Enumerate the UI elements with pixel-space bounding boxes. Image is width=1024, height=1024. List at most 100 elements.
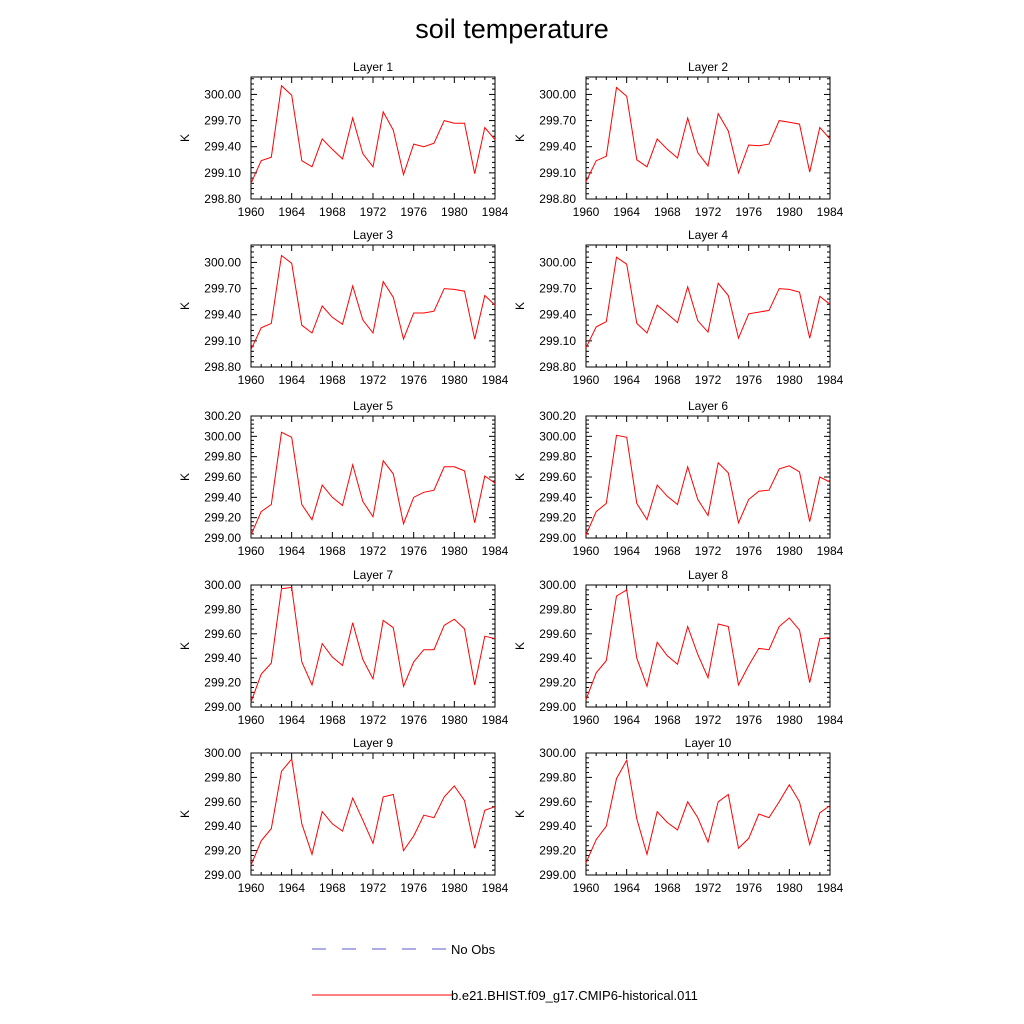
series-line bbox=[250, 84, 496, 184]
y-tick-label: 299.70 bbox=[539, 282, 576, 296]
x-tick-label: 1964 bbox=[613, 544, 640, 558]
y-axis-label: K bbox=[513, 810, 527, 818]
y-tick-label: 299.80 bbox=[539, 450, 576, 464]
y-tick-label: 300.00 bbox=[204, 429, 241, 443]
y-tick-label: 299.10 bbox=[204, 334, 241, 348]
y-tick-label: 298.80 bbox=[204, 360, 241, 374]
x-tick-label: 1984 bbox=[482, 205, 509, 219]
x-tick-label: 1960 bbox=[238, 881, 265, 895]
x-tick-label: 1968 bbox=[654, 713, 681, 727]
x-tick-label: 1972 bbox=[360, 373, 387, 387]
panel-title: Layer 8 bbox=[688, 568, 728, 582]
series-line bbox=[250, 431, 496, 536]
panel-title: Layer 7 bbox=[353, 568, 393, 582]
plot-frame bbox=[585, 415, 831, 539]
y-tick-label: 299.80 bbox=[539, 602, 576, 616]
x-tick-label: 1980 bbox=[776, 713, 803, 727]
y-axis-label: K bbox=[513, 134, 527, 142]
plot-frame bbox=[585, 584, 831, 708]
x-tick-label: 1968 bbox=[319, 373, 346, 387]
plot-frame bbox=[250, 752, 496, 876]
y-tick-label: 299.40 bbox=[539, 490, 576, 504]
x-tick-label: 1968 bbox=[319, 544, 346, 558]
y-tick-label: 300.00 bbox=[539, 255, 576, 269]
x-tick-label: 1984 bbox=[482, 373, 509, 387]
x-tick-label: 1984 bbox=[482, 881, 509, 895]
series-line bbox=[585, 256, 831, 349]
y-tick-label: 299.70 bbox=[204, 282, 241, 296]
series-line bbox=[585, 434, 831, 536]
x-tick-label: 1972 bbox=[360, 713, 387, 727]
x-tick-label: 1964 bbox=[613, 373, 640, 387]
x-tick-label: 1964 bbox=[613, 205, 640, 219]
y-tick-label: 299.40 bbox=[204, 819, 241, 833]
y-tick-label: 299.00 bbox=[204, 868, 241, 882]
x-tick-label: 1964 bbox=[278, 544, 305, 558]
x-tick-label: 1976 bbox=[735, 713, 762, 727]
x-tick-label: 1968 bbox=[654, 205, 681, 219]
y-axis-label: K bbox=[513, 642, 527, 650]
x-tick-label: 1964 bbox=[278, 373, 305, 387]
plot-frame bbox=[250, 76, 496, 200]
y-tick-label: 299.20 bbox=[539, 844, 576, 858]
x-tick-label: 1976 bbox=[400, 713, 427, 727]
x-tick-label: 1968 bbox=[654, 373, 681, 387]
x-tick-label: 1976 bbox=[400, 373, 427, 387]
x-tick-label: 1976 bbox=[735, 544, 762, 558]
plot-frame bbox=[585, 752, 831, 876]
y-tick-label: 299.60 bbox=[539, 795, 576, 809]
y-axis-label: K bbox=[178, 134, 192, 142]
x-tick-label: 1968 bbox=[654, 881, 681, 895]
x-tick-label: 1972 bbox=[360, 544, 387, 558]
series-line bbox=[250, 757, 496, 866]
x-tick-label: 1984 bbox=[817, 205, 844, 219]
y-tick-label: 299.20 bbox=[204, 844, 241, 858]
y-tick-label: 299.40 bbox=[539, 651, 576, 665]
y-tick-label: 299.40 bbox=[204, 651, 241, 665]
x-tick-label: 1972 bbox=[695, 544, 722, 558]
y-tick-label: 299.80 bbox=[204, 602, 241, 616]
x-tick-label: 1980 bbox=[441, 881, 468, 895]
main-title: soil temperature bbox=[415, 14, 609, 44]
plot-frame bbox=[585, 76, 831, 200]
y-tick-label: 299.70 bbox=[539, 114, 576, 128]
x-tick-label: 1960 bbox=[238, 373, 265, 387]
y-axis-label: K bbox=[178, 473, 192, 481]
x-tick-label: 1972 bbox=[695, 881, 722, 895]
x-tick-label: 1976 bbox=[400, 881, 427, 895]
x-tick-label: 1972 bbox=[695, 205, 722, 219]
y-tick-label: 299.20 bbox=[539, 511, 576, 525]
x-tick-label: 1984 bbox=[817, 544, 844, 558]
plot-frame bbox=[585, 244, 831, 368]
series-line bbox=[585, 86, 831, 182]
x-tick-label: 1960 bbox=[238, 205, 265, 219]
panel-title: Layer 1 bbox=[353, 60, 393, 74]
y-tick-label: 299.00 bbox=[539, 868, 576, 882]
y-axis-label: K bbox=[178, 642, 192, 650]
legend-swatch-no-obs bbox=[312, 948, 452, 950]
x-tick-label: 1964 bbox=[278, 713, 305, 727]
panel-8: 1960 1964 1968 1972 1976 1980 1984 299.00 299.20… bbox=[513, 568, 844, 727]
y-tick-label: 298.80 bbox=[539, 360, 576, 374]
x-tick-label: 1960 bbox=[573, 881, 600, 895]
panel-5: 1960 1964 1968 1972 1976 1980 1984 299.00 299.20… bbox=[178, 399, 509, 558]
y-axis-label: K bbox=[513, 473, 527, 481]
y-tick-label: 299.70 bbox=[204, 114, 241, 128]
plot-frame bbox=[250, 244, 496, 368]
x-tick-label: 1984 bbox=[817, 373, 844, 387]
y-tick-label: 299.60 bbox=[539, 470, 576, 484]
y-tick-label: 299.60 bbox=[204, 470, 241, 484]
y-tick-label: 299.60 bbox=[539, 627, 576, 641]
x-tick-label: 1976 bbox=[735, 205, 762, 219]
x-tick-label: 1964 bbox=[613, 881, 640, 895]
y-tick-label: 299.10 bbox=[539, 166, 576, 180]
legend-label-no-obs: No Obs bbox=[451, 942, 496, 957]
x-tick-label: 1972 bbox=[695, 373, 722, 387]
x-tick-label: 1980 bbox=[441, 373, 468, 387]
x-tick-label: 1972 bbox=[360, 205, 387, 219]
x-tick-label: 1964 bbox=[278, 881, 305, 895]
panel-7: 1960 1964 1968 1972 1976 1980 1984 299.00 299.20… bbox=[178, 568, 509, 727]
x-tick-label: 1968 bbox=[319, 881, 346, 895]
panel-title: Layer 10 bbox=[685, 736, 732, 750]
panel-9: 1960 1964 1968 1972 1976 1980 1984 299.00 299.20… bbox=[178, 736, 509, 895]
